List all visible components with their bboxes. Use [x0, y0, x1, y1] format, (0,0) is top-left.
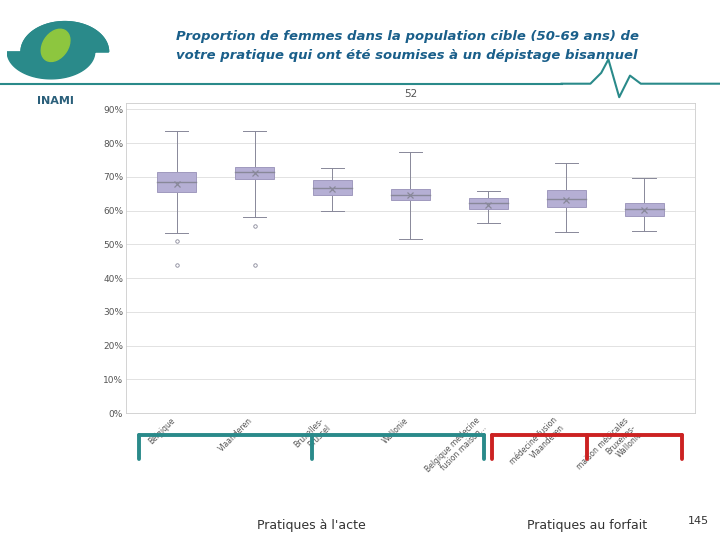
Text: votre pratique qui ont été soumises à un dépistage bisannuel: votre pratique qui ont été soumises à un… — [176, 49, 638, 62]
Text: Proportion de femmes dans la population cible (50-69 ans) de: Proportion de femmes dans la population … — [176, 30, 639, 43]
Text: Pratiques au forfait: Pratiques au forfait — [527, 519, 647, 532]
Bar — [313, 180, 352, 195]
Polygon shape — [21, 22, 109, 52]
Ellipse shape — [41, 29, 70, 62]
Bar — [157, 172, 196, 192]
Bar — [546, 191, 585, 206]
Text: 52: 52 — [404, 90, 417, 99]
Bar — [391, 188, 430, 200]
Text: 145: 145 — [688, 516, 709, 526]
Bar — [469, 198, 508, 209]
Text: Pratiques à l'acte: Pratiques à l'acte — [258, 519, 366, 532]
Bar — [235, 167, 274, 179]
Polygon shape — [7, 22, 109, 79]
Bar — [625, 203, 664, 215]
Text: INAMI: INAMI — [37, 96, 74, 106]
